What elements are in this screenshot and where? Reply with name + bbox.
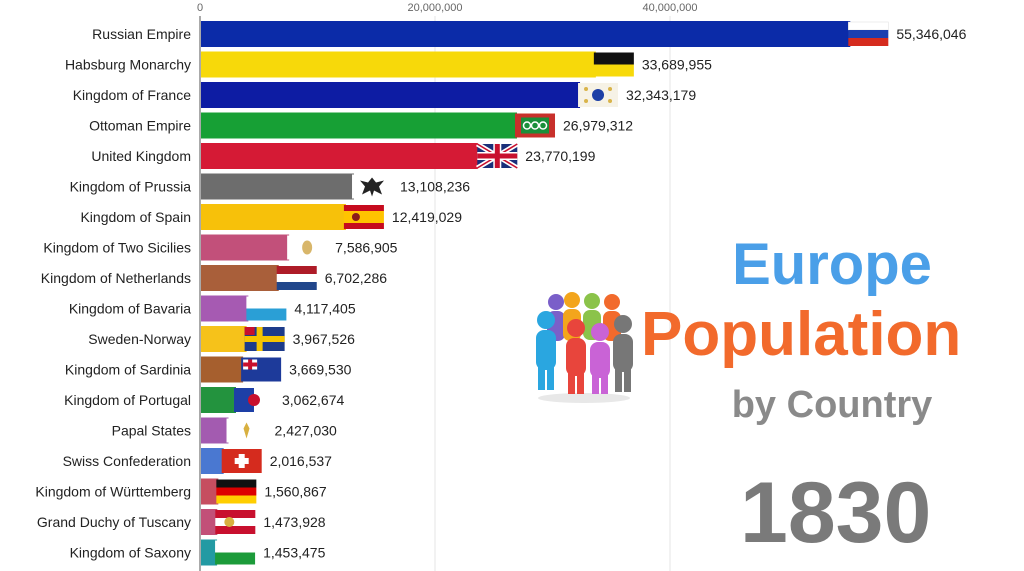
bar bbox=[201, 448, 224, 474]
people-group-icon bbox=[536, 292, 633, 403]
person-figure bbox=[536, 292, 633, 403]
value-label: 2,016,537 bbox=[270, 453, 332, 469]
ottoman-flag-icon bbox=[515, 113, 556, 138]
two-sicilies-flag-icon bbox=[287, 235, 328, 260]
category-label: Swiss Confederation bbox=[63, 453, 191, 469]
category-label: Kingdom of France bbox=[73, 87, 191, 103]
bar bbox=[201, 21, 851, 47]
bar bbox=[201, 143, 480, 169]
portugal-flag-icon bbox=[233, 388, 274, 412]
swiss-flag-icon bbox=[221, 449, 262, 473]
x-tick-label: 20,000,000 bbox=[407, 2, 462, 14]
value-label: 1,453,475 bbox=[263, 545, 325, 561]
value-label: 33,689,955 bbox=[642, 57, 712, 73]
bar bbox=[201, 82, 581, 108]
bar bbox=[201, 265, 279, 291]
wurttemberg-flag-icon bbox=[216, 479, 257, 504]
category-label: Kingdom of Netherlands bbox=[41, 270, 191, 286]
x-tick-label: 0 bbox=[197, 2, 203, 14]
value-label: 55,346,046 bbox=[896, 26, 966, 42]
category-label: Sweden-Norway bbox=[88, 331, 191, 347]
title-population: Population bbox=[641, 300, 962, 369]
bar bbox=[201, 295, 249, 322]
category-label: Grand Duchy of Tuscany bbox=[37, 514, 191, 530]
category-label: Habsburg Monarchy bbox=[65, 57, 191, 73]
bar bbox=[201, 387, 236, 413]
category-label: Kingdom of Spain bbox=[80, 209, 191, 225]
x-tick-label: 40,000,000 bbox=[642, 2, 697, 14]
bar bbox=[201, 539, 218, 566]
value-label: 4,117,405 bbox=[294, 301, 355, 317]
value-label: 6,702,286 bbox=[325, 270, 387, 286]
bar bbox=[201, 509, 218, 535]
bar bbox=[201, 173, 355, 200]
value-label: 13,108,236 bbox=[400, 179, 470, 195]
value-label: 23,770,199 bbox=[525, 148, 595, 164]
sardinia-flag-icon bbox=[241, 357, 282, 382]
habsburg-flag-icon bbox=[593, 52, 634, 77]
netherlands-flag-icon bbox=[276, 266, 317, 290]
category-label: Kingdom of Prussia bbox=[70, 179, 192, 195]
value-label: 1,560,867 bbox=[264, 484, 326, 500]
bar bbox=[201, 478, 219, 505]
category-label: Kingdom of Saxony bbox=[70, 545, 191, 561]
bar bbox=[201, 204, 346, 230]
category-label: Papal States bbox=[112, 423, 191, 439]
bar bbox=[201, 326, 247, 352]
category-label: Russian Empire bbox=[92, 26, 191, 42]
value-label: 3,669,530 bbox=[289, 362, 351, 378]
category-label: Kingdom of Württemberg bbox=[35, 484, 191, 500]
sweden-norway-flag-icon bbox=[244, 327, 285, 351]
value-label: 32,343,179 bbox=[626, 87, 696, 103]
tuscany-flag-icon bbox=[215, 510, 256, 534]
value-label: 3,062,674 bbox=[282, 392, 344, 408]
year-label: 1830 bbox=[740, 465, 932, 561]
category-label: Kingdom of Portugal bbox=[64, 392, 191, 408]
bar bbox=[201, 51, 596, 78]
bar bbox=[201, 234, 290, 261]
prussia-eagle-icon bbox=[352, 174, 393, 199]
title-europe: Europe bbox=[732, 232, 932, 297]
bar bbox=[201, 112, 518, 139]
bar bbox=[201, 417, 229, 444]
saxony-flag-icon bbox=[215, 540, 256, 565]
bar bbox=[201, 356, 244, 383]
category-label: Kingdom of Bavaria bbox=[69, 301, 191, 317]
value-label: 12,419,029 bbox=[392, 209, 462, 225]
category-label: Ottoman Empire bbox=[89, 118, 191, 134]
category-label: United Kingdom bbox=[91, 148, 191, 164]
title-by-country: by Country bbox=[731, 384, 933, 426]
russia-flag-icon bbox=[848, 21, 889, 46]
value-label: 1,473,928 bbox=[263, 514, 325, 530]
value-label: 2,427,030 bbox=[275, 423, 337, 439]
papal-states-flag-icon bbox=[226, 418, 267, 443]
category-label: Kingdom of Sardinia bbox=[65, 362, 191, 378]
value-label: 26,979,312 bbox=[563, 118, 633, 134]
uk-flag-icon bbox=[476, 141, 519, 171]
bavaria-flag-icon bbox=[246, 296, 287, 321]
spain-flag-icon bbox=[343, 205, 384, 229]
category-label: Kingdom of Two Sicilies bbox=[43, 240, 191, 256]
value-label: 3,967,526 bbox=[293, 331, 355, 347]
value-label: 7,586,905 bbox=[335, 240, 397, 256]
france-royal-flag-icon bbox=[578, 83, 619, 107]
